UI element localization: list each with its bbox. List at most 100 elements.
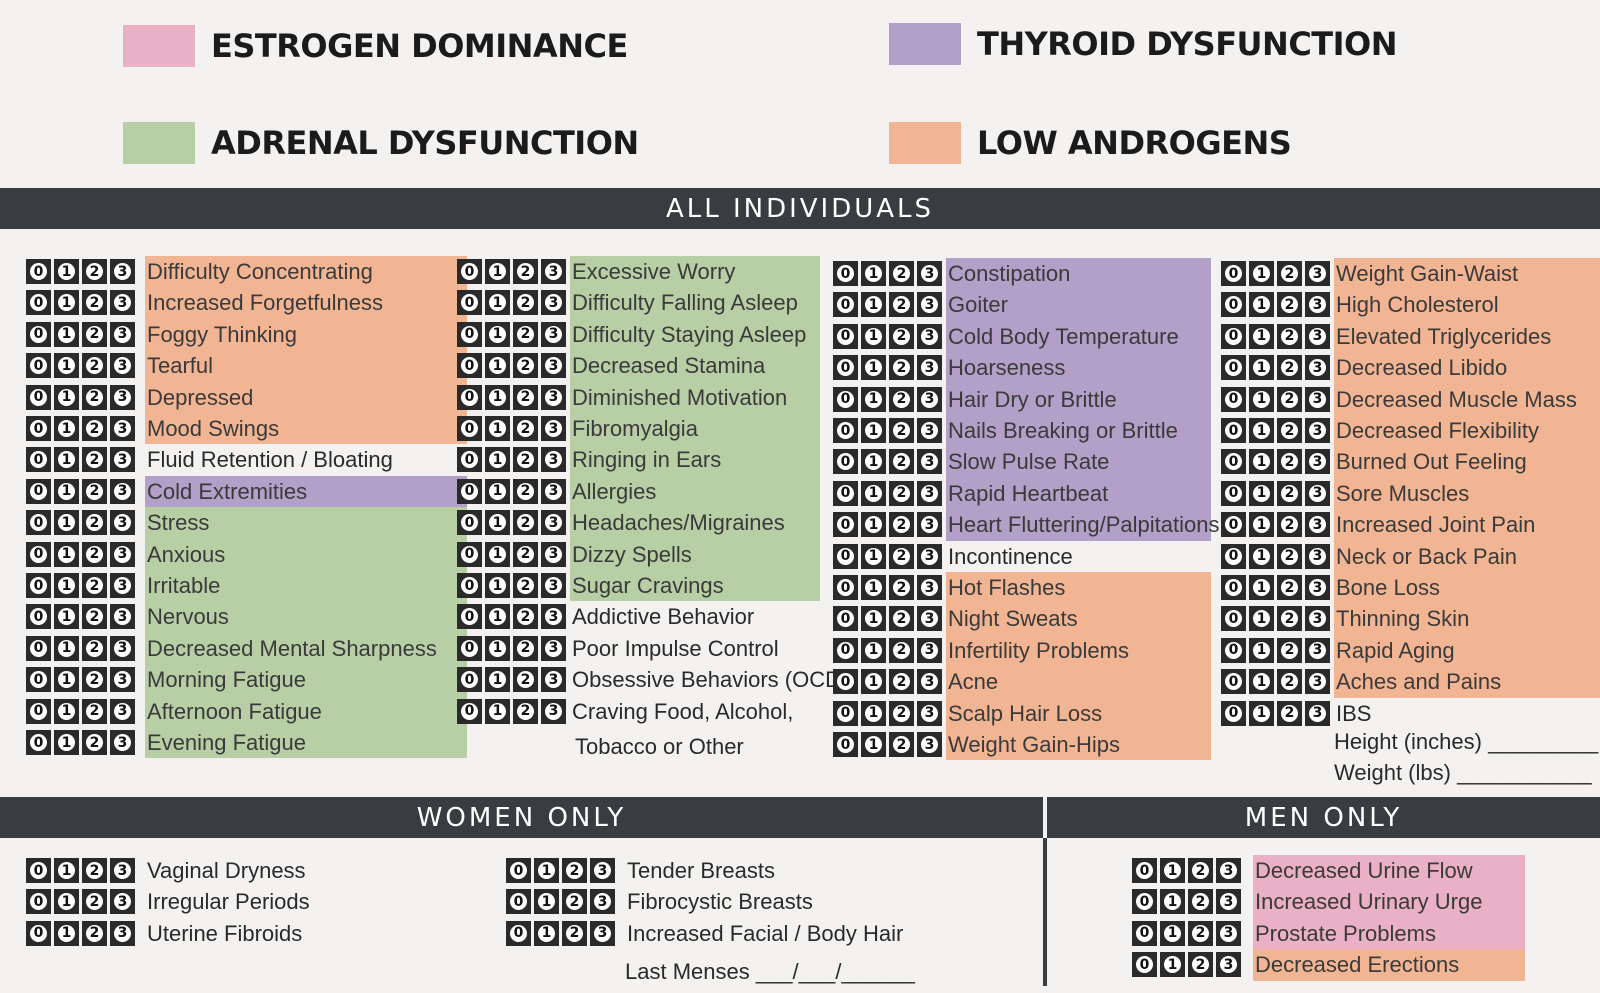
rating-option-3[interactable]: 3 — [917, 543, 942, 569]
rating-option-1[interactable]: 1 — [485, 384, 510, 410]
rating-option-0[interactable]: 0 — [833, 449, 858, 475]
rating-option-3[interactable]: 3 — [1305, 480, 1330, 506]
rating-option-1[interactable]: 1 — [861, 543, 886, 569]
rating-option-1[interactable]: 1 — [485, 290, 510, 316]
rating-option-0[interactable]: 0 — [26, 478, 51, 504]
rating-option-1[interactable]: 1 — [485, 447, 510, 473]
rating-option-3[interactable]: 3 — [917, 606, 942, 632]
rating-option-2[interactable]: 2 — [82, 384, 107, 410]
rating-option-3[interactable]: 3 — [917, 575, 942, 600]
rating-option-3[interactable]: 3 — [1305, 637, 1330, 663]
rating-option-1[interactable]: 1 — [485, 321, 510, 347]
rating-option-2[interactable]: 2 — [82, 478, 107, 504]
rating-option-0[interactable]: 0 — [26, 321, 51, 347]
rating-option-3[interactable]: 3 — [541, 667, 566, 693]
rating-option-0[interactable]: 0 — [457, 290, 482, 316]
rating-option-1[interactable]: 1 — [534, 858, 559, 883]
rating-option-2[interactable]: 2 — [1277, 669, 1302, 695]
rating-option-0[interactable]: 0 — [1221, 575, 1246, 600]
rating-option-1[interactable]: 1 — [1249, 512, 1274, 538]
rating-option-0[interactable]: 0 — [833, 480, 858, 506]
rating-option-0[interactable]: 0 — [26, 667, 51, 693]
rating-option-0[interactable]: 0 — [833, 637, 858, 663]
rating-option-3[interactable]: 3 — [1216, 889, 1241, 915]
rating-option-3[interactable]: 3 — [917, 418, 942, 443]
rating-option-3[interactable]: 3 — [1305, 700, 1330, 726]
rating-option-2[interactable]: 2 — [889, 261, 914, 286]
rating-option-2[interactable]: 2 — [1277, 292, 1302, 318]
rating-option-2[interactable]: 2 — [513, 384, 538, 410]
rating-option-3[interactable]: 3 — [110, 667, 135, 693]
rating-option-1[interactable]: 1 — [861, 261, 886, 286]
rating-option-3[interactable]: 3 — [590, 920, 615, 946]
rating-option-2[interactable]: 2 — [889, 418, 914, 443]
rating-option-2[interactable]: 2 — [82, 920, 107, 946]
rating-option-2[interactable]: 2 — [1277, 575, 1302, 600]
rating-option-2[interactable]: 2 — [82, 290, 107, 316]
rating-option-0[interactable]: 0 — [26, 447, 51, 473]
rating-option-1[interactable]: 1 — [861, 355, 886, 381]
rating-option-2[interactable]: 2 — [889, 575, 914, 600]
rating-option-1[interactable]: 1 — [1249, 480, 1274, 506]
rating-option-1[interactable]: 1 — [861, 418, 886, 443]
rating-option-3[interactable]: 3 — [541, 290, 566, 316]
rating-option-0[interactable]: 0 — [457, 604, 482, 630]
rating-option-1[interactable]: 1 — [54, 698, 79, 724]
rating-option-0[interactable]: 0 — [1132, 952, 1157, 978]
rating-option-0[interactable]: 0 — [26, 604, 51, 630]
rating-option-3[interactable]: 3 — [917, 637, 942, 663]
rating-option-1[interactable]: 1 — [54, 889, 79, 915]
rating-option-3[interactable]: 3 — [541, 510, 566, 536]
rating-option-3[interactable]: 3 — [917, 669, 942, 695]
rating-option-3[interactable]: 3 — [1305, 355, 1330, 381]
rating-option-2[interactable]: 2 — [1277, 355, 1302, 381]
rating-option-3[interactable]: 3 — [110, 541, 135, 567]
rating-option-2[interactable]: 2 — [889, 669, 914, 695]
rating-option-0[interactable]: 0 — [1132, 858, 1157, 883]
rating-option-1[interactable]: 1 — [485, 541, 510, 567]
rating-option-0[interactable]: 0 — [833, 669, 858, 695]
rating-option-1[interactable]: 1 — [54, 510, 79, 536]
rating-option-0[interactable]: 0 — [26, 510, 51, 536]
rating-option-3[interactable]: 3 — [110, 920, 135, 946]
rating-option-2[interactable]: 2 — [889, 543, 914, 569]
rating-option-1[interactable]: 1 — [1160, 952, 1185, 978]
rating-option-1[interactable]: 1 — [1249, 700, 1274, 726]
rating-option-3[interactable]: 3 — [110, 290, 135, 316]
rating-option-3[interactable]: 3 — [917, 732, 942, 757]
rating-option-3[interactable]: 3 — [541, 698, 566, 724]
rating-option-1[interactable]: 1 — [861, 512, 886, 538]
rating-option-3[interactable]: 3 — [1216, 920, 1241, 946]
rating-option-0[interactable]: 0 — [457, 635, 482, 661]
rating-option-0[interactable]: 0 — [457, 667, 482, 693]
rating-option-3[interactable]: 3 — [110, 478, 135, 504]
weight-field[interactable]: Weight (lbs) ___________ — [1334, 760, 1592, 785]
rating-option-0[interactable]: 0 — [833, 292, 858, 318]
rating-option-3[interactable]: 3 — [590, 858, 615, 883]
rating-option-1[interactable]: 1 — [861, 449, 886, 475]
rating-option-2[interactable]: 2 — [1277, 480, 1302, 506]
rating-option-3[interactable]: 3 — [1216, 858, 1241, 883]
rating-option-2[interactable]: 2 — [889, 512, 914, 538]
rating-option-3[interactable]: 3 — [110, 858, 135, 883]
rating-option-2[interactable]: 2 — [82, 698, 107, 724]
rating-option-0[interactable]: 0 — [457, 510, 482, 536]
rating-option-0[interactable]: 0 — [26, 573, 51, 598]
rating-option-0[interactable]: 0 — [457, 447, 482, 473]
rating-option-0[interactable]: 0 — [457, 478, 482, 504]
rating-option-1[interactable]: 1 — [54, 259, 79, 284]
rating-option-2[interactable]: 2 — [513, 416, 538, 441]
rating-option-1[interactable]: 1 — [485, 604, 510, 630]
rating-option-2[interactable]: 2 — [82, 635, 107, 661]
rating-option-1[interactable]: 1 — [54, 353, 79, 379]
rating-option-2[interactable]: 2 — [1277, 261, 1302, 286]
rating-option-2[interactable]: 2 — [889, 355, 914, 381]
rating-option-0[interactable]: 0 — [833, 261, 858, 286]
rating-option-0[interactable]: 0 — [833, 700, 858, 726]
rating-option-2[interactable]: 2 — [1188, 889, 1213, 915]
rating-option-2[interactable]: 2 — [513, 573, 538, 598]
rating-option-2[interactable]: 2 — [513, 541, 538, 567]
rating-option-1[interactable]: 1 — [861, 292, 886, 318]
rating-option-2[interactable]: 2 — [889, 637, 914, 663]
rating-option-3[interactable]: 3 — [1305, 261, 1330, 286]
